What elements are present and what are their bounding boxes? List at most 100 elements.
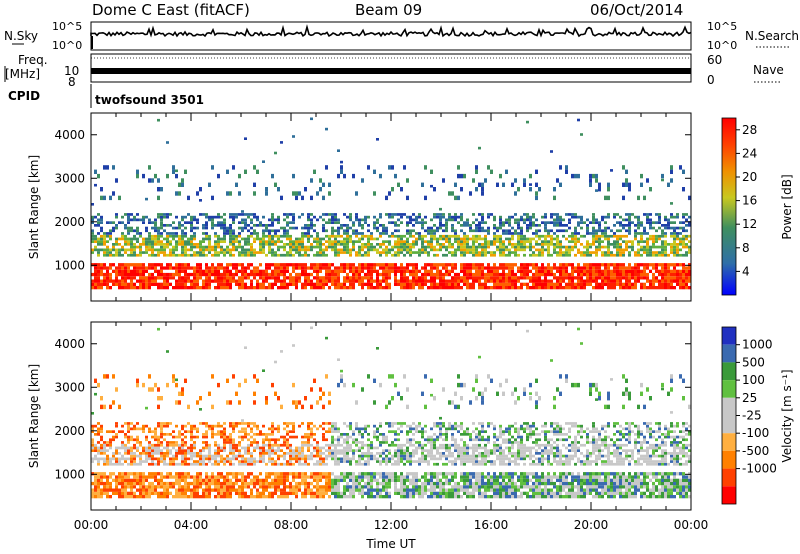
power-cell [139, 286, 142, 290]
velocity-cell [187, 452, 190, 455]
power-cell [427, 263, 430, 267]
power-cell [91, 234, 94, 238]
power-cell [412, 245, 415, 249]
velocity-cell [271, 462, 274, 466]
velocity-cell [334, 454, 337, 458]
velocity-cell [307, 488, 310, 492]
power-cell [373, 248, 376, 252]
velocity-cell [241, 472, 244, 476]
velocity-cell [193, 454, 196, 458]
power-cell [496, 229, 499, 233]
power-cell [619, 237, 622, 241]
power-cell [211, 245, 214, 249]
velocity-cell [166, 350, 169, 353]
power-cell [319, 266, 322, 270]
velocity-cell [103, 485, 106, 489]
power-cell [400, 263, 403, 267]
velocity-cell [172, 475, 175, 479]
velocity-cell [148, 481, 151, 486]
power-cell [424, 221, 427, 224]
power-cell [340, 266, 343, 270]
velocity-cell [280, 472, 283, 476]
power-cell [634, 276, 637, 280]
power-cell [550, 237, 553, 241]
power-cell [118, 282, 121, 286]
power-cell [559, 224, 562, 227]
velocity-cell [97, 462, 100, 466]
velocity-cell [160, 495, 163, 499]
power-cell [496, 272, 499, 277]
velocity-cell [106, 443, 109, 447]
power-cell [568, 218, 571, 222]
power-cell [478, 243, 481, 246]
velocity-cell [139, 457, 142, 461]
velocity-cell [160, 424, 163, 428]
velocity-cell [328, 391, 331, 396]
velocity-cell [205, 462, 208, 466]
power-cell [97, 237, 100, 241]
velocity-cell [94, 392, 97, 396]
power-cell [433, 286, 436, 290]
power-cell [127, 286, 130, 290]
power-cell [664, 232, 667, 235]
power-cell [202, 253, 205, 257]
power-cell [124, 243, 127, 246]
velocity-cell [127, 462, 130, 466]
velocity-cell [238, 478, 241, 482]
velocity-cell [112, 478, 115, 482]
power-cell [286, 229, 289, 233]
power-cell [565, 272, 568, 277]
power-cell [613, 243, 616, 246]
velocity-cell [238, 452, 241, 455]
power-cell [562, 266, 565, 270]
power-cell [529, 253, 532, 257]
power-cell [274, 234, 277, 238]
power-cell [292, 213, 295, 216]
power-cell [604, 226, 607, 230]
power-cell [157, 276, 160, 280]
power-cell [325, 221, 328, 224]
velocity-cell [130, 438, 133, 442]
power-cell [565, 169, 568, 174]
power-cell [274, 266, 277, 270]
power-cell [646, 178, 649, 183]
power-cell [460, 229, 463, 233]
power-cell [280, 141, 283, 144]
velocity-cell [151, 443, 154, 447]
power-cell [667, 286, 670, 290]
velocity-cell [142, 424, 145, 428]
power-cell [595, 272, 598, 277]
power-cell [646, 272, 649, 277]
power-cell [463, 272, 466, 277]
power-cell [298, 240, 301, 243]
power-cell [103, 240, 106, 243]
power-cell [103, 248, 106, 252]
power-cell [94, 215, 97, 219]
power-cell [124, 251, 127, 254]
velocity-cell [277, 449, 280, 452]
power-cell [406, 240, 409, 243]
power-cell [289, 234, 292, 238]
power-cell [493, 232, 496, 235]
power-cell [493, 253, 496, 257]
power-cell [166, 276, 169, 280]
velocity-cell [334, 475, 337, 479]
power-cell [349, 279, 352, 283]
velocity-cell [223, 488, 226, 492]
velocity-cell [265, 475, 268, 479]
power-cell [193, 226, 196, 230]
station-title: Dome C East (fitACF) [92, 1, 250, 19]
power-cell [640, 286, 643, 290]
power-cell [529, 226, 532, 230]
power-cell [559, 165, 562, 170]
power-cell [259, 276, 262, 280]
power-cell [598, 229, 601, 233]
velocity-cell [193, 424, 196, 428]
power-cell [472, 263, 475, 267]
velocity-cell [268, 495, 271, 499]
power-cell [121, 248, 124, 252]
velocity-cell [325, 485, 328, 489]
velocity-cell [238, 491, 241, 495]
power-cell [235, 182, 238, 187]
power-cell [634, 266, 637, 270]
